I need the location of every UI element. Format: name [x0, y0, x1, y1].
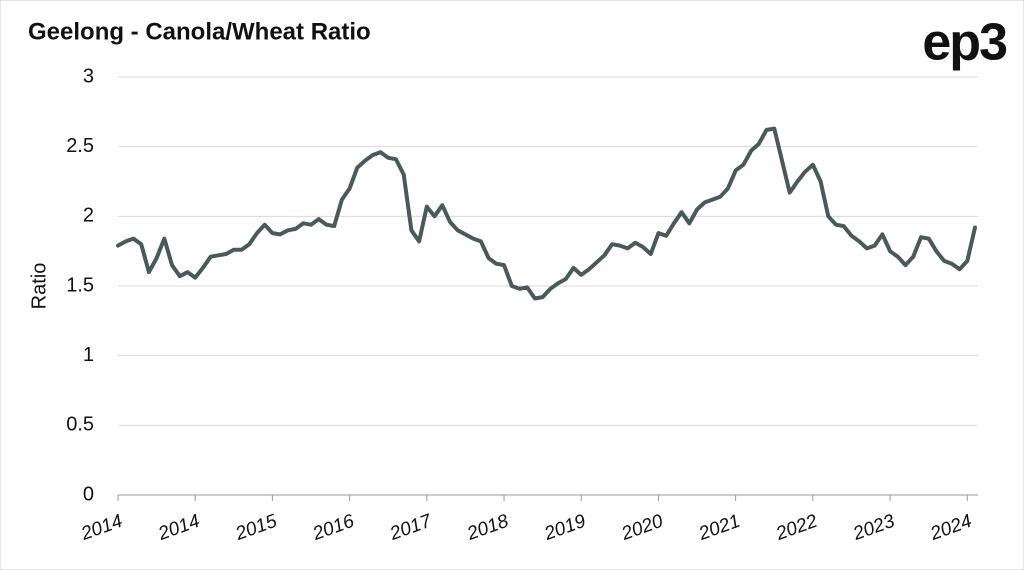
- logo: ep3: [922, 14, 1007, 72]
- y-tick-label: 3: [83, 65, 94, 87]
- y-axis-label: Ratio: [28, 263, 50, 310]
- y-tick-label: 1.5: [66, 274, 94, 296]
- y-tick-label: 0: [83, 483, 94, 505]
- y-tick-label: 0.5: [66, 414, 94, 436]
- chart-title: Geelong - Canola/Wheat Ratio: [28, 18, 371, 45]
- data-line: [116, 126, 977, 301]
- y-tick-label: 2: [83, 205, 94, 227]
- y-tick-label: 2.5: [66, 135, 94, 157]
- y-tick-label: 1: [83, 344, 94, 366]
